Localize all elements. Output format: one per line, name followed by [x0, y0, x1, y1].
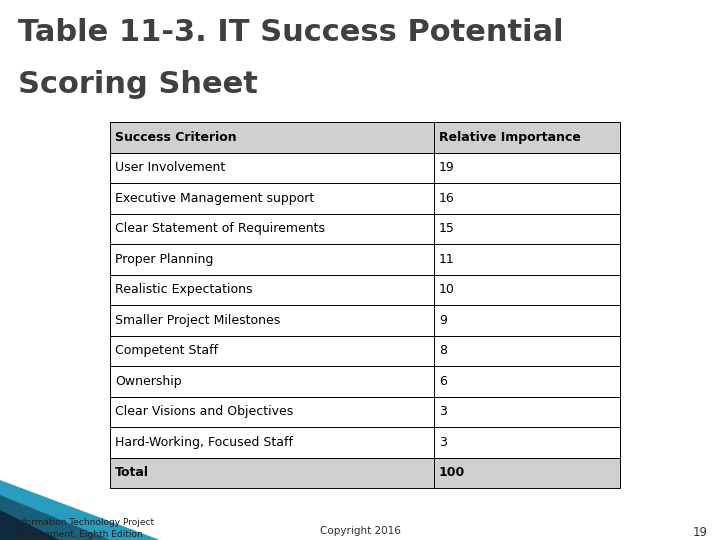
Bar	[110, 244, 434, 274]
Bar	[434, 335, 620, 366]
Bar	[110, 274, 434, 305]
Bar	[434, 305, 620, 335]
Text: Clear Visions and Objectives: Clear Visions and Objectives	[115, 405, 293, 418]
Text: Executive Management support: Executive Management support	[115, 192, 314, 205]
Text: 11: 11	[439, 253, 454, 266]
Text: Realistic Expectations: Realistic Expectations	[115, 284, 253, 296]
Text: Scoring Sheet: Scoring Sheet	[18, 70, 258, 99]
Text: Clear Statement of Requirements: Clear Statement of Requirements	[115, 222, 325, 235]
Polygon shape	[0, 480, 160, 540]
Bar	[110, 366, 434, 396]
Text: User Involvement: User Involvement	[115, 161, 225, 174]
Bar	[434, 152, 620, 183]
Bar	[434, 183, 620, 213]
Text: Information Technology Project
Management, Eighth Edition: Information Technology Project Managemen…	[14, 518, 154, 539]
Text: 6: 6	[439, 375, 446, 388]
Text: Relative Importance: Relative Importance	[439, 131, 581, 144]
Bar	[110, 122, 434, 152]
Text: 3: 3	[439, 405, 446, 418]
Bar	[110, 457, 434, 488]
Polygon shape	[0, 495, 110, 540]
Bar	[110, 335, 434, 366]
Text: 3: 3	[439, 436, 446, 449]
Bar	[434, 457, 620, 488]
Text: Ownership: Ownership	[115, 375, 181, 388]
Bar	[110, 183, 434, 213]
Bar	[434, 366, 620, 396]
Bar	[434, 122, 620, 152]
Bar	[110, 152, 434, 183]
Text: 10: 10	[439, 284, 455, 296]
Text: 100: 100	[439, 466, 465, 480]
Bar	[434, 274, 620, 305]
Text: Copyright 2016: Copyright 2016	[320, 526, 400, 536]
Bar	[434, 244, 620, 274]
Text: 19: 19	[439, 161, 454, 174]
Text: Competent Staff: Competent Staff	[115, 345, 218, 357]
Text: 19: 19	[693, 526, 708, 539]
Text: 16: 16	[439, 192, 454, 205]
Text: Smaller Project Milestones: Smaller Project Milestones	[115, 314, 280, 327]
Bar	[434, 213, 620, 244]
Text: Table 11-3. IT Success Potential: Table 11-3. IT Success Potential	[18, 18, 564, 47]
Text: 15: 15	[439, 222, 455, 235]
Bar	[434, 427, 620, 457]
Bar	[110, 305, 434, 335]
Text: 8: 8	[439, 345, 447, 357]
Text: Total: Total	[115, 466, 149, 480]
Bar	[110, 396, 434, 427]
Text: 9: 9	[439, 314, 446, 327]
Bar	[110, 427, 434, 457]
Bar	[434, 396, 620, 427]
Polygon shape	[0, 510, 60, 540]
Text: Success Criterion: Success Criterion	[115, 131, 237, 144]
Bar	[110, 213, 434, 244]
Text: Hard-Working, Focused Staff: Hard-Working, Focused Staff	[115, 436, 293, 449]
Text: Proper Planning: Proper Planning	[115, 253, 213, 266]
